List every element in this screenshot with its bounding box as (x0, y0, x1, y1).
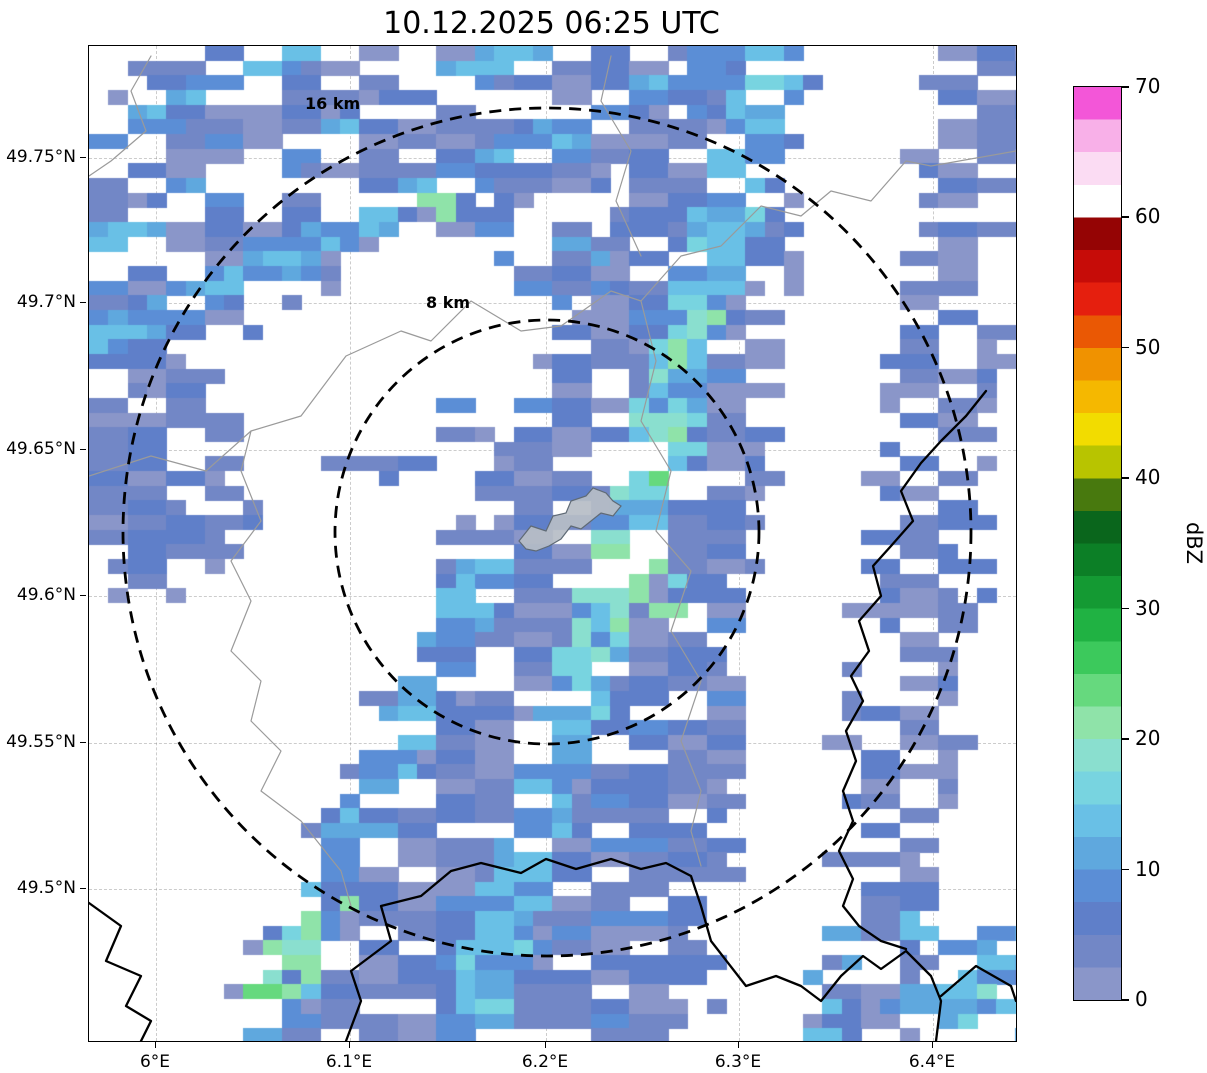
y-tick-label: 49.5°N (16, 878, 76, 898)
y-tick-label: 49.7°N (16, 292, 76, 312)
colorbar-axis-label: dBZ (1182, 521, 1206, 564)
admin-boundary (89, 55, 152, 177)
admin-boundary (640, 300, 702, 867)
y-tick-label: 49.6°N (16, 585, 76, 605)
x-tick-mark (349, 1042, 351, 1048)
range-ring-label-16km: 16 km (305, 94, 361, 113)
range-ring-label-8km: 8 km (426, 293, 471, 312)
colorbar-tick-mark (1122, 868, 1129, 871)
colorbar-tick-mark (1122, 477, 1129, 479)
figure-title: 10.12.2025 06:25 UTC (383, 6, 720, 41)
admin-boundary (89, 150, 1016, 477)
x-tick-label: 6.4°E (908, 1052, 956, 1072)
colorbar-tick-label: 60 (1135, 204, 1161, 229)
colorbar-tick-label: 10 (1135, 856, 1161, 881)
map-plot: 16 km 8 km (88, 45, 1017, 1042)
colorbar-tick-label: 30 (1135, 595, 1161, 620)
colorbar-tick-mark (1122, 86, 1129, 88)
x-tick-mark (545, 1042, 547, 1048)
colorbar-tick-mark (1122, 738, 1129, 740)
country-border (939, 964, 1016, 1003)
x-tick-mark (932, 1042, 934, 1048)
colorbar-tick-label: 70 (1135, 74, 1161, 98)
colorbar-tick-mark (1122, 346, 1129, 349)
y-tick-mark (80, 302, 86, 304)
country-border (344, 857, 943, 1041)
admin-boundary (600, 55, 642, 257)
country-border (837, 389, 988, 951)
y-tick-mark (80, 742, 86, 744)
colorbar-tick-mark (1122, 999, 1129, 1001)
y-tick-label: 49.75°N (6, 147, 76, 167)
y-tick-mark (80, 157, 86, 159)
colorbar-tick-label: 20 (1135, 726, 1161, 751)
colorbar (1073, 86, 1122, 1001)
range-ring-8km (333, 318, 761, 746)
country-border (89, 901, 153, 1041)
x-tick-mark (155, 1042, 157, 1048)
x-tick-label: 6°E (139, 1052, 171, 1072)
y-tick-mark (80, 888, 86, 890)
y-tick-mark (80, 595, 86, 597)
x-tick-label: 6.1°E (325, 1052, 373, 1072)
x-tick-label: 6.3°E (714, 1052, 762, 1072)
x-tick-label: 6.2°E (521, 1052, 569, 1072)
city-area (518, 487, 622, 552)
y-tick-mark (80, 449, 86, 451)
y-tick-label: 49.65°N (6, 439, 76, 459)
colorbar-tick-label: 50 (1135, 334, 1161, 359)
colorbar-tick-mark (1122, 607, 1129, 610)
admin-boundary (230, 430, 352, 907)
colorbar-tick-label: 40 (1135, 465, 1161, 490)
map-overlay (89, 55, 1016, 1041)
colorbar-tick-label: 0 (1135, 987, 1148, 1011)
y-tick-label: 49.55°N (6, 732, 76, 752)
colorbar-tick-mark (1122, 216, 1129, 218)
range-ring-16km (121, 106, 973, 958)
x-tick-mark (738, 1042, 740, 1048)
